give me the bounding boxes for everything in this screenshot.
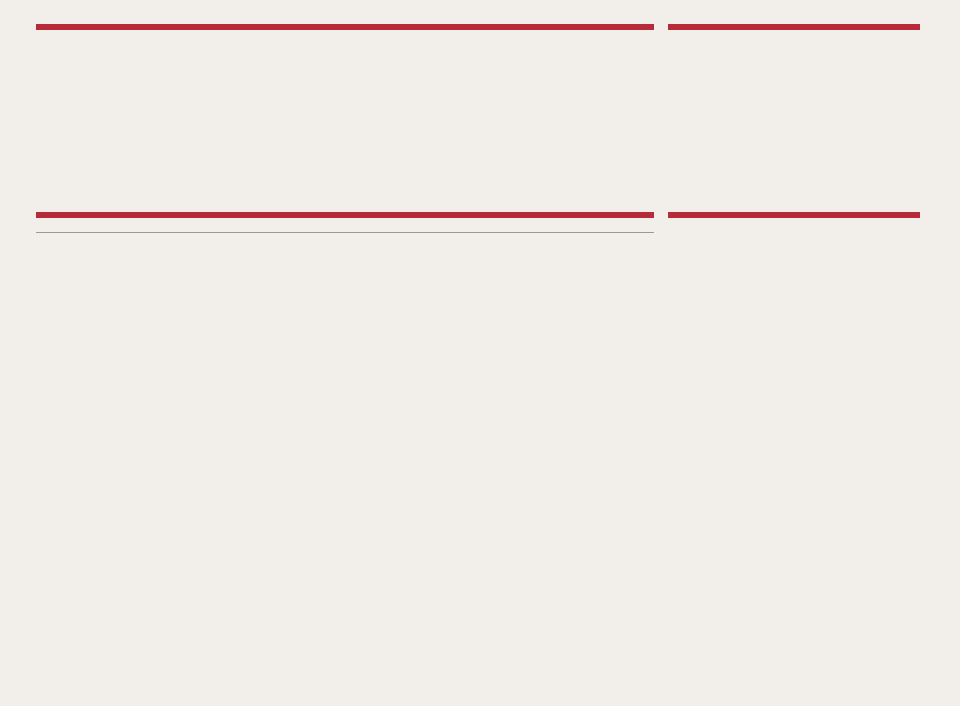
segments-table: [36, 226, 654, 233]
degree-combo-chart: [668, 244, 920, 362]
vacancy-title: [36, 24, 654, 30]
degree-title: [668, 212, 920, 218]
vacancy-bar-chart: [36, 42, 654, 174]
prices-title: [668, 24, 920, 30]
segments-table-title: [36, 212, 654, 218]
degree-x-axis: [696, 362, 892, 376]
prices-line-chart: [668, 40, 920, 172]
prices-x-axis: [696, 172, 920, 186]
degree-legend: [668, 224, 920, 232]
